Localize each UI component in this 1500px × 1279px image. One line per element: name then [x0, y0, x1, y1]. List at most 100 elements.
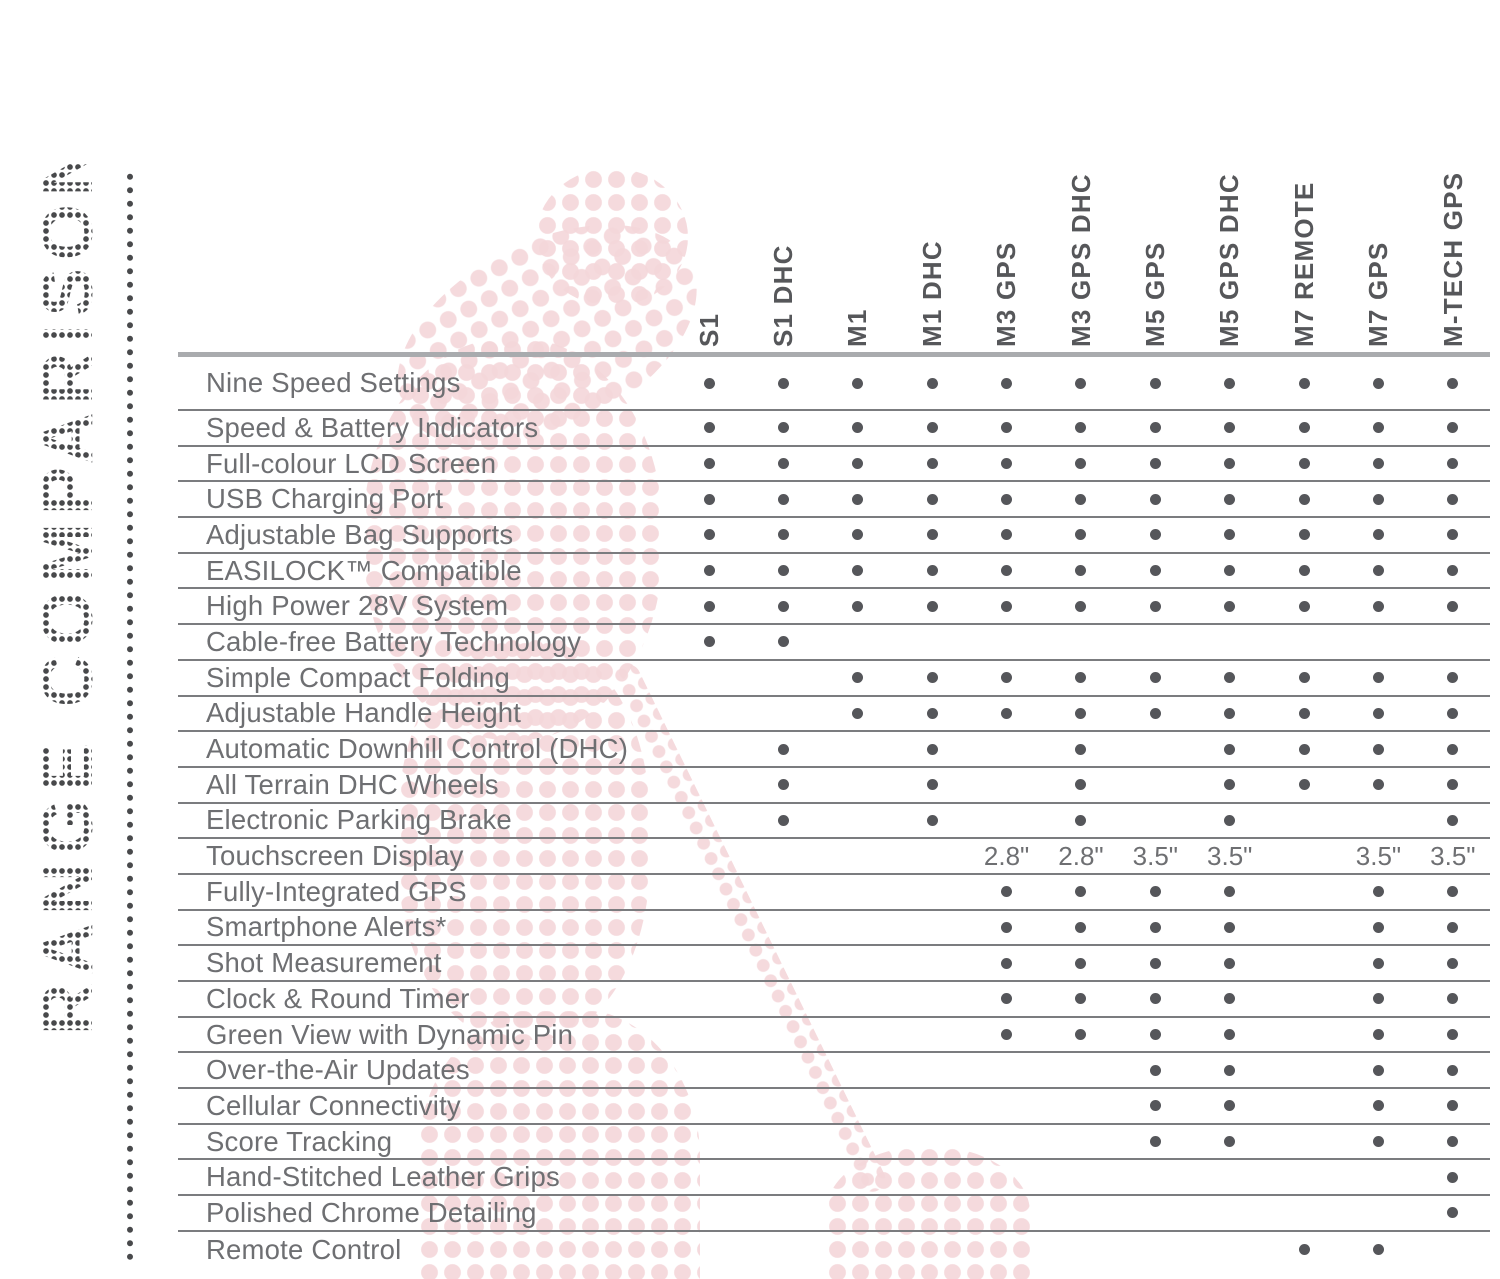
table-row: Cable-free Battery Technology	[178, 625, 1490, 661]
dot-icon	[1224, 493, 1236, 505]
dot-icon	[1372, 493, 1384, 505]
dot-icon	[1001, 993, 1013, 1005]
dot-icon	[703, 529, 715, 541]
column-header-label: M7 REMOTE	[1288, 181, 1319, 347]
dot-icon	[1149, 600, 1161, 612]
dot-icon	[1075, 921, 1087, 933]
dot-icon	[1447, 1207, 1459, 1219]
feature-label: Clock & Round Timer	[206, 982, 470, 1014]
feature-cell	[1118, 529, 1192, 541]
table-row: Clock & Round Timer	[178, 982, 1490, 1018]
table-row: Over-the-Air Updates	[178, 1053, 1490, 1090]
feature-cell	[1044, 814, 1118, 826]
feature-cell	[746, 377, 820, 389]
dot-icon	[1149, 886, 1161, 898]
feature-cell	[821, 422, 895, 434]
dot-icon	[1224, 814, 1236, 826]
dot-icon	[1075, 672, 1087, 684]
feature-cell	[1416, 1029, 1490, 1041]
dot-icon	[926, 458, 938, 470]
feature-cell	[1416, 993, 1490, 1005]
feature-cell	[1193, 707, 1267, 719]
feature-label: Green View with Dynamic Pin	[206, 1018, 574, 1050]
dot-icon	[1149, 565, 1161, 577]
dot-icon	[1447, 957, 1459, 969]
dot-icon	[1447, 422, 1459, 434]
dot-icon	[1149, 1100, 1161, 1112]
halftone-blob	[826, 1146, 1030, 1279]
feature-cell	[821, 458, 895, 470]
feature-cell	[746, 779, 820, 791]
table-row: Score Tracking	[178, 1125, 1490, 1161]
dot-icon	[852, 377, 864, 389]
feature-cell	[1416, 1136, 1490, 1148]
feature-cell	[1118, 957, 1192, 969]
feature-cell	[895, 672, 969, 684]
feature-cell	[1341, 529, 1415, 541]
dot-icon	[777, 422, 789, 434]
feature-cell: 2.8"	[1058, 840, 1104, 871]
feature-label: Simple Compact Folding	[206, 661, 510, 693]
feature-cell	[895, 600, 969, 612]
dot-icon	[1224, 1100, 1236, 1112]
dot-icon	[1001, 600, 1013, 612]
feature-cell	[1193, 921, 1267, 933]
feature-cell	[672, 529, 746, 541]
dot-icon	[1372, 422, 1384, 434]
feature-cell	[969, 957, 1043, 969]
table-row: Smartphone Alerts*	[178, 911, 1490, 947]
feature-cell	[969, 886, 1043, 898]
feature-label: EASILOCK™ Compatible	[206, 554, 522, 586]
halftone-blob	[398, 640, 650, 1040]
feature-cell	[1118, 1064, 1192, 1076]
dot-icon	[926, 672, 938, 684]
feature-cell	[1118, 458, 1192, 470]
feature-cell	[1416, 422, 1490, 434]
feature-cell: 3.5"	[1132, 840, 1179, 871]
feature-cell	[1044, 529, 1118, 541]
feature-cell	[1118, 886, 1192, 898]
dot-icon	[1224, 565, 1236, 577]
dot-icon	[1298, 707, 1310, 719]
dot-icon	[1298, 422, 1310, 434]
dot-icon	[1372, 1136, 1384, 1148]
dot-icon	[703, 377, 715, 389]
dot-icon	[1372, 600, 1384, 612]
feature-label: Score Tracking	[206, 1125, 393, 1157]
feature-cell	[1416, 377, 1490, 389]
dot-icon	[1001, 921, 1013, 933]
dot-icon	[1447, 458, 1459, 470]
table-row: Speed & Battery Indicators	[178, 411, 1490, 447]
feature-cell	[1341, 1064, 1415, 1076]
dot-icon	[1224, 779, 1236, 791]
feature-label: All Terrain DHC Wheels	[206, 768, 499, 800]
dot-icon	[1001, 377, 1013, 389]
dot-icon	[926, 779, 938, 791]
dot-icon	[1372, 1064, 1384, 1076]
feature-cell	[1267, 458, 1341, 470]
dot-icon	[852, 493, 864, 505]
feature-cell	[1341, 565, 1415, 577]
column-header: M-TECH GPS	[1416, 132, 1490, 347]
feature-label: Full-colour LCD Screen	[206, 447, 497, 479]
feature-cell	[1416, 743, 1490, 755]
feature-cell	[969, 1029, 1043, 1041]
column-header-label: S1 DHC	[768, 244, 799, 347]
feature-label: Nine Speed Settings	[206, 367, 461, 398]
dot-icon	[1447, 921, 1459, 933]
feature-cell	[1044, 886, 1118, 898]
column-header-label: M1 DHC	[916, 240, 947, 347]
dot-icon	[703, 458, 715, 470]
dot-icon	[1001, 493, 1013, 505]
feature-label: Smartphone Alerts*	[206, 911, 447, 943]
feature-cell	[895, 422, 969, 434]
feature-cell	[1341, 1100, 1415, 1112]
column-header-label: M3 GPS DHC	[1065, 173, 1096, 347]
dot-icon	[1447, 1100, 1459, 1112]
feature-cell	[1416, 921, 1490, 933]
feature-cell	[746, 814, 820, 826]
feature-cell	[969, 921, 1043, 933]
table-row: Hand-Stitched Leather Grips	[178, 1160, 1490, 1197]
dot-icon	[1075, 600, 1087, 612]
dot-icon	[1224, 707, 1236, 719]
